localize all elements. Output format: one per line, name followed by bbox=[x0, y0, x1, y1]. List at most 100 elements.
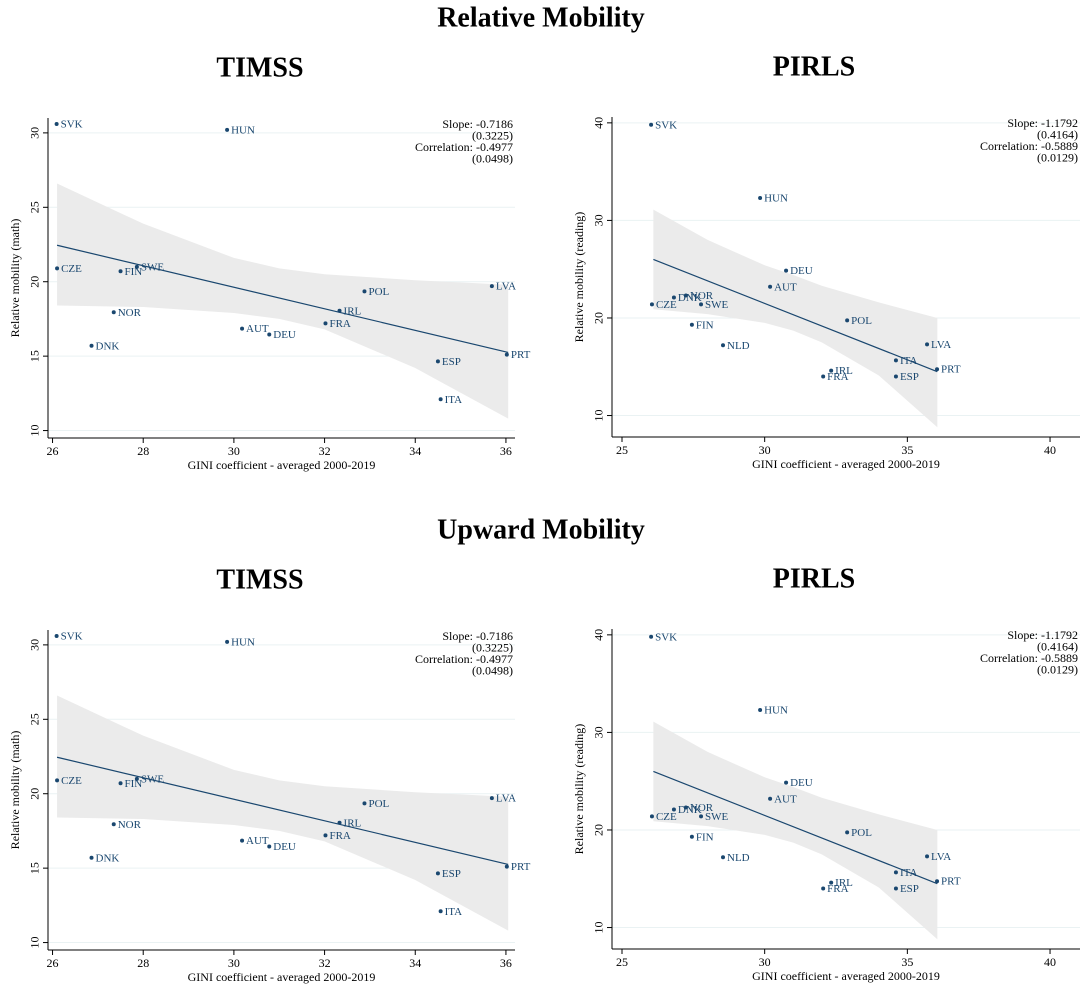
data-point bbox=[721, 343, 726, 348]
y-tick-label: 30 bbox=[592, 214, 606, 226]
data-point bbox=[134, 264, 139, 269]
data-point bbox=[671, 295, 676, 300]
point-label: PRT bbox=[511, 861, 531, 873]
data-point bbox=[699, 814, 704, 819]
y-axis-label: Relative mobility (math) bbox=[8, 731, 22, 850]
point-label: HUN bbox=[231, 636, 255, 648]
data-point bbox=[267, 844, 272, 849]
point-label: ITA bbox=[900, 355, 918, 367]
point-label: FIN bbox=[125, 266, 143, 278]
x-tick-label: 30 bbox=[228, 444, 240, 458]
y-tick-label: 10 bbox=[28, 425, 42, 437]
x-tick-label: 32 bbox=[319, 444, 331, 458]
point-label: AUT bbox=[774, 793, 797, 805]
y-tick-label: 25 bbox=[28, 713, 42, 725]
fit-line bbox=[653, 258, 938, 373]
data-point bbox=[267, 332, 272, 337]
confidence-band bbox=[57, 695, 509, 931]
point-label: ESP bbox=[442, 356, 461, 368]
data-point bbox=[893, 374, 898, 379]
annotation: (0.4164) bbox=[1037, 639, 1078, 653]
point-label: CZE bbox=[61, 263, 82, 275]
point-label: DEU bbox=[790, 265, 813, 277]
x-axis-label: GINI coefficient - averaged 2000-2019 bbox=[752, 969, 940, 983]
y-tick-label: 25 bbox=[28, 201, 42, 213]
y-tick-label: 20 bbox=[28, 276, 42, 288]
point-label: CZE bbox=[656, 299, 677, 311]
data-point bbox=[683, 293, 688, 298]
confidence-band bbox=[57, 183, 509, 419]
point-label: POL bbox=[851, 827, 872, 839]
x-tick-label: 40 bbox=[1044, 443, 1056, 457]
data-point bbox=[240, 326, 245, 331]
y-tick-label: 15 bbox=[28, 862, 42, 874]
point-label: LVA bbox=[931, 851, 951, 863]
data-point bbox=[362, 801, 367, 806]
point-label: IRL bbox=[835, 877, 853, 889]
y-tick-label: 20 bbox=[592, 824, 606, 836]
data-point bbox=[489, 284, 494, 289]
x-tick-label: 28 bbox=[137, 444, 149, 458]
point-label: FRA bbox=[827, 371, 848, 383]
point-label: SVK bbox=[655, 119, 677, 131]
chart-title: TIMSS bbox=[216, 52, 303, 83]
data-point bbox=[55, 778, 60, 783]
x-tick-label: 30 bbox=[759, 955, 771, 969]
point-label: DEU bbox=[790, 777, 813, 789]
y-axis-label: Relative mobility (reading) bbox=[572, 212, 586, 343]
data-point bbox=[323, 321, 328, 326]
data-point bbox=[435, 359, 440, 364]
data-point bbox=[89, 343, 94, 348]
point-label: DNK bbox=[678, 292, 702, 304]
y-tick-label: 30 bbox=[28, 127, 42, 139]
point-label: LVA bbox=[931, 339, 951, 351]
annotation: (0.0498) bbox=[472, 663, 513, 677]
data-point bbox=[337, 308, 342, 313]
section-heading: Relative Mobility bbox=[437, 2, 645, 33]
data-point bbox=[134, 776, 139, 781]
data-point bbox=[821, 374, 826, 379]
data-point bbox=[784, 268, 789, 273]
y-tick-label: 40 bbox=[592, 629, 606, 641]
y-tick-label: 30 bbox=[28, 639, 42, 651]
data-point bbox=[721, 855, 726, 860]
data-point bbox=[649, 814, 654, 819]
data-point bbox=[893, 886, 898, 891]
point-label: IRL bbox=[344, 817, 362, 829]
point-label: ITA bbox=[445, 906, 463, 918]
data-point bbox=[55, 266, 60, 271]
data-point bbox=[893, 870, 898, 875]
data-point bbox=[649, 302, 654, 307]
fit-line bbox=[653, 770, 938, 885]
data-point bbox=[89, 855, 94, 860]
data-point bbox=[925, 854, 930, 859]
data-point bbox=[649, 122, 654, 127]
data-point bbox=[118, 269, 123, 274]
annotation: (0.0129) bbox=[1037, 150, 1078, 164]
point-label: PRT bbox=[511, 349, 531, 361]
point-label: HUN bbox=[764, 705, 788, 717]
y-tick-label: 10 bbox=[592, 410, 606, 422]
section-heading: Upward Mobility bbox=[437, 514, 645, 545]
point-label: FIN bbox=[696, 831, 714, 843]
point-label: FIN bbox=[696, 319, 714, 331]
point-label: SWE bbox=[705, 811, 729, 823]
point-label: HUN bbox=[764, 193, 788, 205]
point-label: LVA bbox=[496, 281, 516, 293]
data-point bbox=[362, 289, 367, 294]
data-point bbox=[893, 358, 898, 363]
x-tick-label: 34 bbox=[409, 956, 421, 970]
annotation: Slope: -0.7186 bbox=[442, 117, 513, 131]
annotation: (0.0129) bbox=[1037, 662, 1078, 676]
point-label: POL bbox=[851, 315, 872, 327]
data-point bbox=[689, 834, 694, 839]
data-point bbox=[225, 639, 230, 644]
x-tick-label: 35 bbox=[901, 955, 913, 969]
data-point bbox=[111, 310, 116, 315]
x-tick-label: 25 bbox=[616, 955, 628, 969]
data-point bbox=[821, 886, 826, 891]
fit-line bbox=[56, 756, 509, 866]
data-point bbox=[225, 127, 230, 132]
data-point bbox=[845, 830, 850, 835]
